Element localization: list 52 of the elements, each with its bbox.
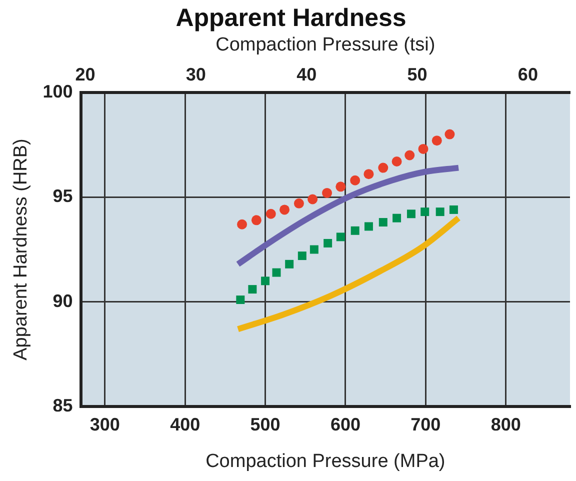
point [364,169,374,180]
point [418,144,428,154]
x2-tick-label: 30 [186,64,206,85]
point [310,245,318,254]
x-tick-label: 300 [90,414,120,434]
point [432,136,442,146]
x2-tick-label: 60 [518,64,538,85]
x-tick-label: 700 [410,414,441,434]
x-tick-label: 800 [490,414,521,434]
point [322,188,332,198]
point [392,214,402,222]
point [272,268,281,277]
y-tick-label: 90 [52,290,73,311]
point [392,156,402,167]
point [420,208,430,216]
y-tick-label: 85 [52,396,73,416]
point [285,260,294,268]
point [336,182,346,192]
y-axis-title: Apparent Hardness (HRB) [10,138,32,360]
point [236,296,245,304]
point [406,210,416,218]
point [237,219,248,230]
point [449,205,458,214]
point [251,215,262,226]
point [308,194,318,204]
x-tick-label: 600 [330,414,360,434]
chart-title: Apparent Hardness [176,4,406,32]
point [248,285,257,294]
point [404,150,415,160]
point [378,218,388,227]
point [350,175,360,186]
point [364,222,373,231]
x2-tick-label: 20 [75,64,96,85]
x2-tick-label: 50 [407,64,428,85]
x-tick-label: 500 [250,414,280,434]
point [294,198,304,208]
point [444,129,455,140]
point [336,232,345,242]
point [436,208,444,216]
y-tick-label: 95 [52,186,73,206]
point [261,276,270,286]
point [266,208,276,219]
y-tick-label: 100 [42,81,73,102]
x-axis-title: Compaction Pressure (MPa) [206,450,446,472]
x2-tick-label: 40 [296,64,317,85]
x2-axis-title: Compaction Pressure (tsi) [216,34,436,56]
x-tick-label: 400 [170,414,200,434]
point [350,226,360,235]
point [378,162,388,173]
point [324,238,332,248]
point [280,204,290,215]
point [298,252,306,260]
